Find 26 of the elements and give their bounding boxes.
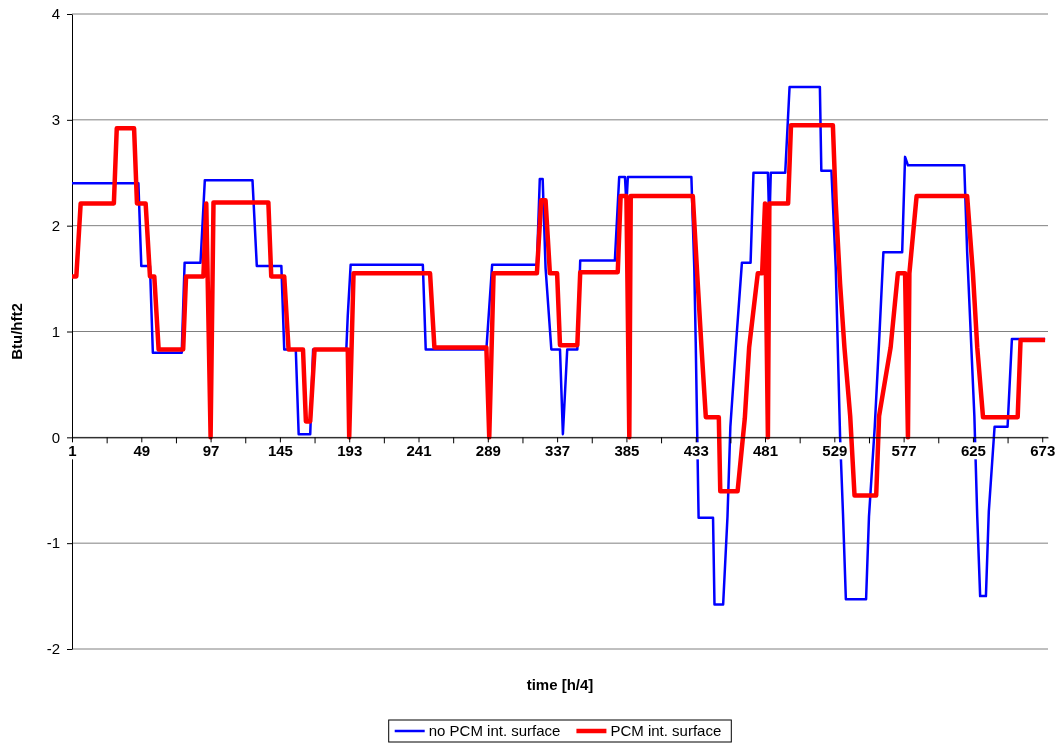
x-tick-label: 97 — [202, 442, 220, 460]
x-tick-label: 145 — [267, 442, 293, 460]
x-tick-label: 529 — [822, 442, 848, 460]
x-tick-label: 193 — [337, 442, 363, 460]
x-tick-label: 1 — [68, 442, 77, 460]
legend-label: no PCM int. surface — [428, 722, 561, 739]
y-tick-label: 3 — [51, 111, 60, 129]
x-axis-title: time [h/4] — [526, 676, 594, 693]
y-tick-label: 4 — [51, 5, 60, 23]
y-tick-label: 1 — [51, 322, 60, 340]
x-tick-label: 673 — [1030, 442, 1056, 460]
x-tick-label: 385 — [614, 442, 640, 460]
x-tick-label: 577 — [891, 442, 917, 460]
x-tick-label: 241 — [406, 442, 432, 460]
x-tick-label: 481 — [753, 442, 779, 460]
x-tick-label: 337 — [545, 442, 571, 460]
y-axis-title: Btu/hft2 — [8, 303, 25, 360]
y-tick-label: 2 — [51, 216, 60, 234]
x-tick-label: 433 — [683, 442, 709, 460]
legend-label: PCM int. surface — [610, 722, 722, 739]
y-tick-label: 0 — [51, 428, 60, 446]
x-tick-label: 289 — [475, 442, 501, 460]
y-tick-label: -1 — [46, 534, 60, 552]
x-tick-label: 625 — [960, 442, 986, 460]
x-tick-label: 49 — [133, 442, 151, 460]
y-tick-label: -2 — [46, 640, 60, 658]
